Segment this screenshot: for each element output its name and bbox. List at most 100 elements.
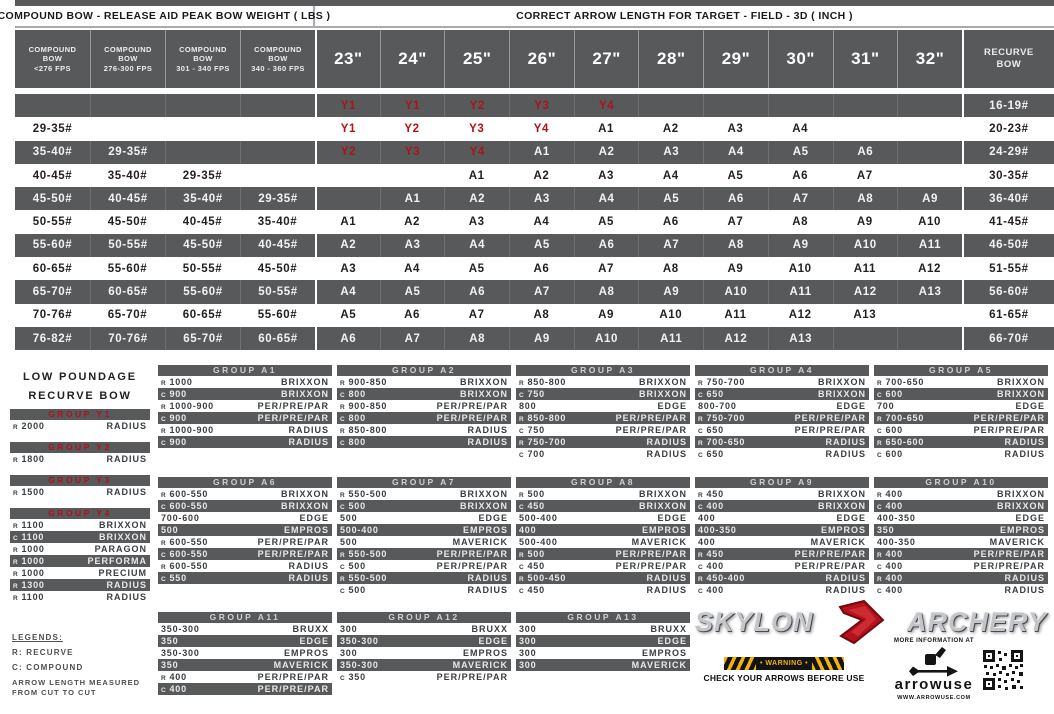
spine-group-cell: A5	[379, 280, 445, 304]
shaft-model: RADIUS	[1004, 585, 1045, 595]
bow-type-prefix: C	[519, 588, 525, 595]
arrow-length-header: 28"	[638, 30, 703, 88]
spine-entry: R 700-650 PER/PRE/PAR	[874, 412, 1048, 424]
spine-group-cell: A7	[638, 233, 703, 258]
spine-number: 600-550	[169, 561, 209, 571]
spine-number: 800	[348, 437, 366, 447]
bow-type-prefix: C	[877, 588, 883, 595]
shaft-model: PER/PRE/PAR	[794, 561, 866, 571]
thumbs-up-arrow-icon	[909, 647, 958, 677]
compound-weight-cell: 29-35#	[240, 187, 315, 211]
spine-number: 600	[885, 425, 903, 435]
header-line: RECURVE	[983, 47, 1034, 58]
spine-group-cell	[897, 117, 962, 140]
spine-number: 750-700	[706, 413, 746, 423]
group-header: GROUP A2	[337, 365, 511, 376]
spine-group-cell: A9	[509, 326, 574, 351]
spine-value: 300	[519, 648, 536, 658]
compound-col-header: COMPOUND BOW 340 - 360 FPS	[240, 30, 315, 88]
spine-group-cell: A4	[703, 140, 768, 164]
compound-weight-cell: 40-45#	[240, 233, 315, 258]
spine-entry: C 800 BRIXXON	[337, 388, 511, 400]
bow-type-prefix: C	[698, 588, 704, 595]
compound-weight-cell: 35-40#	[107, 169, 148, 182]
more-information-label: MORE INFORMATION AT	[893, 638, 975, 644]
spine-value: C 650	[698, 449, 724, 459]
spine-value: R 700-650	[877, 377, 924, 387]
spine-entry: R 1000 BRIXXON	[158, 376, 332, 388]
shaft-model: BRUXX	[292, 624, 329, 634]
archery-wordmark: ARCHERY	[906, 606, 1047, 637]
shaft-model: PER/PRE/PAR	[257, 684, 329, 694]
shaft-model: MAVERICK	[452, 660, 508, 670]
spine-number: 750-700	[706, 377, 746, 387]
spine-value: R 1300	[13, 580, 45, 590]
bow-type-prefix: C	[877, 428, 883, 435]
spine-value: C 700	[519, 449, 545, 459]
group-header: GROUP A13	[516, 612, 690, 623]
shaft-model: RADIUS	[467, 573, 508, 583]
spine-group-cell: Y3	[509, 94, 574, 118]
spine-value: C 400	[698, 501, 724, 511]
recurve-weight-cell: 20-23#	[961, 117, 1054, 141]
shaft-model: BRIXXON	[996, 501, 1045, 511]
spine-number: 550-500	[348, 549, 388, 559]
group-header: GROUP A11	[158, 612, 332, 623]
spine-number: 350-300	[340, 636, 379, 646]
shaft-model: PER/PRE/PAR	[436, 549, 508, 559]
spine-value: 700	[877, 401, 894, 411]
spine-entry: 500 EDGE	[337, 512, 511, 524]
spine-entry: C 600-550 PER/PRE/PAR	[158, 548, 332, 560]
spine-value: 500-400	[519, 513, 558, 523]
spine-value: R 750-700	[698, 413, 745, 423]
spine-entry: R 550-500 BRIXXON	[337, 488, 511, 500]
shaft-model: BRIXXON	[817, 489, 866, 499]
spine-group-cell: A11	[724, 309, 747, 322]
spine-value: R 550-500	[340, 573, 387, 583]
spine-number: 750-700	[527, 437, 567, 447]
spine-entry: C 650 RADIUS	[695, 448, 869, 460]
group-header: GROUP Y4	[10, 508, 150, 519]
spine-number: 650	[706, 449, 724, 459]
bow-type-prefix: C	[161, 687, 167, 694]
spine-value: R 900-850	[340, 401, 387, 411]
spine-group-cell: A6	[792, 169, 809, 182]
skylon-wordmark: SKYLON	[695, 606, 814, 637]
spine-entry: R 1500 RADIUS	[10, 486, 150, 498]
compound-weight-cell: 45-50#	[257, 262, 298, 275]
spine-entry: C 900 RADIUS	[158, 436, 332, 448]
spine-value: C 450	[519, 585, 545, 595]
compound-weight-cell: 55-60#	[257, 309, 298, 322]
spine-group-cell: A5	[727, 169, 744, 182]
spine-number: 700	[877, 401, 895, 411]
spine-entry: 400-350 EDGE	[874, 512, 1048, 524]
spine-number: 400-350	[877, 513, 916, 523]
spine-group-cell: A12	[832, 280, 898, 304]
header-line: COMPOUND	[254, 44, 302, 54]
bow-type-prefix: C	[877, 452, 883, 459]
shaft-model: BRIXXON	[459, 489, 508, 499]
spine-group-cell: Y1	[315, 117, 380, 141]
spine-entry: 350-300 EMPROS	[158, 647, 332, 659]
shaft-model: PER/PRE/PAR	[615, 425, 687, 435]
shaft-model: EDGE	[478, 636, 508, 646]
spine-group-cell: A13	[853, 309, 877, 322]
spine-number: 700-650	[885, 377, 925, 387]
spine-value: 800-700	[698, 401, 737, 411]
spine-group-cell	[703, 94, 768, 118]
group-group-a1-table: GROUP A1 R 1000 BRIXXON C 900 BRIXXON R 1000-900…	[158, 365, 332, 460]
arrowuse-block: MORE INFORMATION AT arrowuse WWW.ARROWUS…	[888, 638, 980, 701]
compound-weight-cell	[165, 117, 240, 140]
shaft-model: RADIUS	[1004, 449, 1045, 459]
spine-number: 1800	[21, 454, 45, 464]
compound-weight-cell: 76-82#	[32, 332, 73, 345]
arrow-length-header: 26"	[509, 30, 574, 88]
spine-value: 350-300	[340, 660, 379, 670]
bow-type-prefix: C	[340, 675, 346, 682]
spine-group-cell: A3	[598, 169, 615, 182]
bow-type-prefix: C	[340, 564, 346, 571]
arrow-length-header: 32"	[897, 30, 962, 88]
spine-group-cell: Y1	[379, 94, 445, 118]
spine-entry: 300 EMPROS	[516, 647, 690, 659]
